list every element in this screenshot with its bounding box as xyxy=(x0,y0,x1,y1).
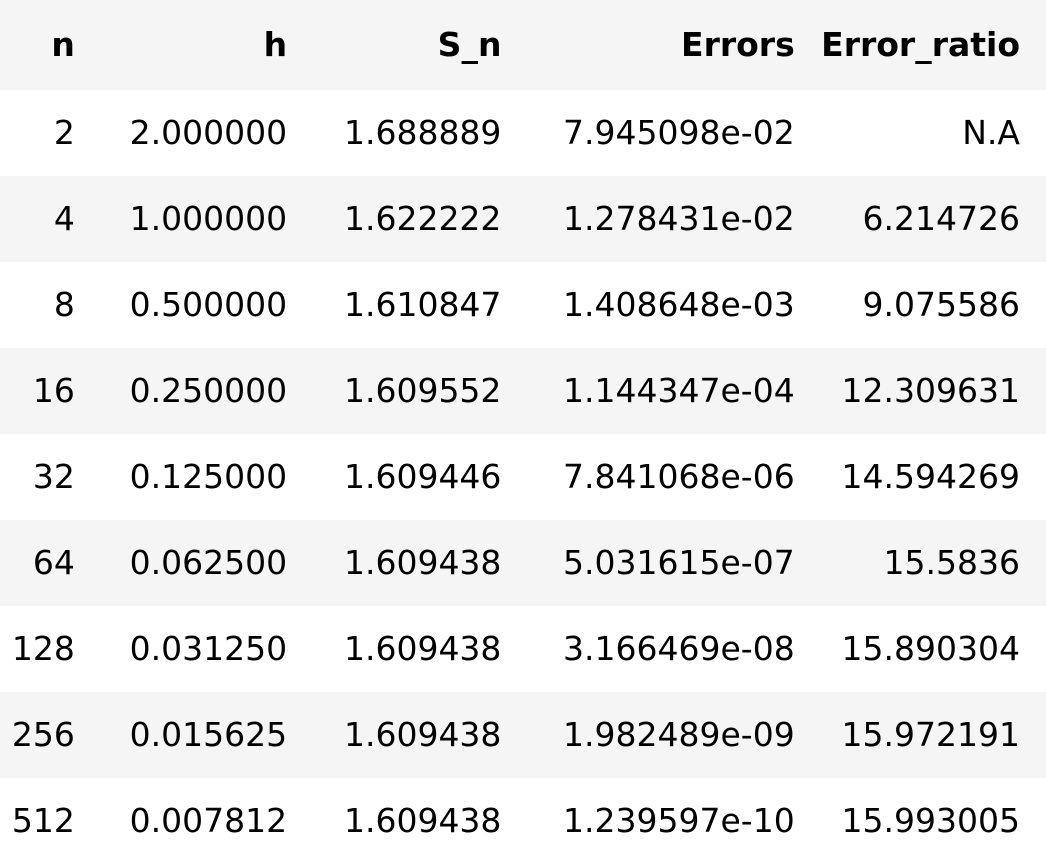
cell-s-n: 1.609446 xyxy=(343,457,502,496)
table-row: 2 2.000000 1.688889 7.945098e-02 N.A xyxy=(0,90,1046,176)
table-row: 256 0.015625 1.609438 1.982489e-09 15.97… xyxy=(0,692,1046,778)
cell-n: 2 xyxy=(53,113,75,152)
cell-s-n: 1.688889 xyxy=(343,113,502,152)
cell-error-ratio: 15.993005 xyxy=(841,801,1020,840)
cell-errors: 1.144347e-04 xyxy=(563,371,795,410)
cell-n: 32 xyxy=(32,457,75,496)
table-row: 16 0.250000 1.609552 1.144347e-04 12.309… xyxy=(0,348,1046,434)
cell-error-ratio: 14.594269 xyxy=(841,457,1020,496)
cell-error-ratio: 12.309631 xyxy=(841,371,1020,410)
cell-n: 64 xyxy=(32,543,75,582)
cell-error-ratio: N.A xyxy=(962,113,1020,152)
column-header-s-n: S_n xyxy=(437,25,502,64)
cell-s-n: 1.609438 xyxy=(343,715,502,754)
cell-h: 0.250000 xyxy=(129,371,288,410)
cell-n: 256 xyxy=(11,715,75,754)
table-row: 512 0.007812 1.609438 1.239597e-10 15.99… xyxy=(0,778,1046,864)
cell-errors: 1.278431e-02 xyxy=(563,199,795,238)
cell-errors: 7.945098e-02 xyxy=(563,113,795,152)
cell-error-ratio: 15.890304 xyxy=(841,629,1020,668)
cell-errors: 1.408648e-03 xyxy=(563,285,795,324)
cell-error-ratio: 15.972191 xyxy=(841,715,1020,754)
column-header-error-ratio: Error_ratio xyxy=(821,25,1020,64)
cell-error-ratio: 6.214726 xyxy=(862,199,1020,238)
cell-n: 8 xyxy=(53,285,75,324)
column-header-h: h xyxy=(263,25,288,64)
cell-h: 0.031250 xyxy=(129,629,288,668)
table-row: 8 0.500000 1.610847 1.408648e-03 9.07558… xyxy=(0,262,1046,348)
results-table-container: n h S_n Errors Error_ratio 2 2.000000 1.… xyxy=(11,25,1020,840)
cell-errors: 7.841068e-06 xyxy=(563,457,795,496)
column-header-errors: Errors xyxy=(681,25,795,64)
cell-s-n: 1.609438 xyxy=(343,543,502,582)
cell-h: 0.500000 xyxy=(129,285,288,324)
cell-errors: 1.982489e-09 xyxy=(563,715,795,754)
cell-s-n: 1.609552 xyxy=(343,371,502,410)
table-row: 32 0.125000 1.609446 7.841068e-06 14.594… xyxy=(0,434,1046,520)
cell-error-ratio: 9.075586 xyxy=(862,285,1020,324)
table-row: 64 0.062500 1.609438 5.031615e-07 15.583… xyxy=(0,520,1046,606)
cell-n: 16 xyxy=(32,371,75,410)
cell-h: 2.000000 xyxy=(129,113,288,152)
cell-errors: 3.166469e-08 xyxy=(563,629,795,668)
cell-n: 128 xyxy=(11,629,75,668)
cell-h: 0.125000 xyxy=(129,457,288,496)
cell-n: 512 xyxy=(11,801,75,840)
cell-h: 1.000000 xyxy=(129,199,288,238)
cell-s-n: 1.610847 xyxy=(343,285,502,324)
cell-s-n: 1.609438 xyxy=(343,629,502,668)
cell-s-n: 1.609438 xyxy=(343,801,502,840)
cell-h: 0.062500 xyxy=(129,543,288,582)
table-header-row: n h S_n Errors Error_ratio xyxy=(0,0,1046,90)
cell-s-n: 1.622222 xyxy=(343,199,502,238)
cell-errors: 1.239597e-10 xyxy=(563,801,795,840)
cell-h: 0.015625 xyxy=(129,715,288,754)
table-row: 4 1.000000 1.622222 1.278431e-02 6.21472… xyxy=(0,176,1046,262)
column-header-n: n xyxy=(51,25,75,64)
cell-h: 0.007812 xyxy=(129,801,288,840)
cell-error-ratio: 15.5836 xyxy=(883,543,1020,582)
cell-errors: 5.031615e-07 xyxy=(563,543,795,582)
table-row: 128 0.031250 1.609438 3.166469e-08 15.89… xyxy=(0,606,1046,692)
cell-n: 4 xyxy=(53,199,75,238)
